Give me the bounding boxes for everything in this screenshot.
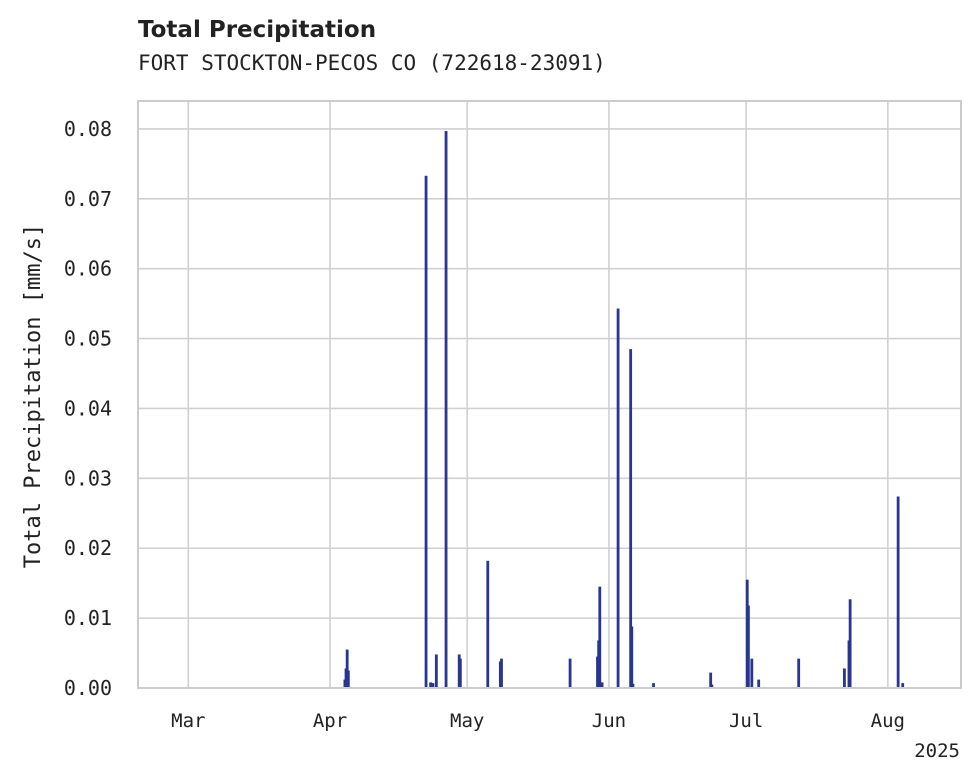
precip-bar — [896, 496, 900, 688]
plot-frame — [137, 100, 962, 689]
precip-bar — [500, 658, 503, 688]
x-tick-label: Mar — [171, 710, 205, 732]
precip-bar — [486, 560, 490, 688]
chart-subtitle: FORT STOCKTON-PECOS CO (722618-23091) — [138, 51, 606, 75]
precip-bar — [709, 672, 713, 688]
precip-bar — [345, 649, 349, 688]
bars-layer — [343, 131, 905, 689]
y-tick-label: 0.06 — [64, 257, 112, 281]
precip-bar — [848, 599, 852, 688]
y-tick-label: 0.04 — [64, 396, 112, 420]
y-tick-label: 0.05 — [64, 327, 112, 351]
x-tick-label: Jul — [729, 710, 763, 732]
precip-bar — [750, 658, 754, 688]
y-axis-label: Total Precipitation [mm/s] — [21, 224, 46, 568]
x-tick-label: May — [450, 710, 484, 732]
precip-bar — [631, 683, 635, 688]
precip-bar — [600, 682, 604, 688]
chart-title: Total Precipitation — [138, 17, 377, 43]
precip-bar — [843, 668, 846, 688]
precip-bar — [568, 658, 572, 688]
precip-bar — [424, 175, 428, 689]
precip-bar — [797, 658, 801, 688]
precip-bar — [444, 131, 448, 688]
precip-bar — [629, 349, 633, 688]
precip-bar — [346, 670, 350, 688]
y-tick-label: 0.02 — [64, 536, 112, 560]
ticks-layer: 0.00 0.01 0.02 0.03 0.04 0.05 0.06 0.07 0.08 Mar A… — [64, 117, 905, 732]
precip-bar — [901, 683, 905, 688]
y-tick-label: 0.08 — [64, 117, 112, 141]
y-tick-label: 0.03 — [64, 466, 112, 490]
precip-bar — [652, 683, 655, 688]
x-year-label: 2025 — [914, 740, 960, 762]
x-tick-label: Aug — [871, 710, 905, 732]
precip-bar — [757, 679, 761, 688]
precip-bar — [598, 586, 602, 688]
y-tick-label: 0.07 — [64, 187, 112, 211]
y-tick-label: 0.01 — [64, 606, 112, 630]
precip-bar — [616, 308, 620, 688]
precip-bar — [746, 605, 750, 688]
precip-bar — [710, 684, 714, 688]
precip-bar — [458, 658, 462, 688]
precip-bar — [429, 682, 433, 688]
x-tick-label: Jun — [592, 710, 626, 732]
precip-bar — [431, 683, 435, 688]
grid-layer — [138, 101, 961, 689]
y-tick-label: 0.00 — [64, 676, 112, 700]
precip-bar — [630, 626, 634, 688]
x-tick-label: Apr — [313, 710, 347, 732]
precip-bar — [434, 654, 438, 688]
